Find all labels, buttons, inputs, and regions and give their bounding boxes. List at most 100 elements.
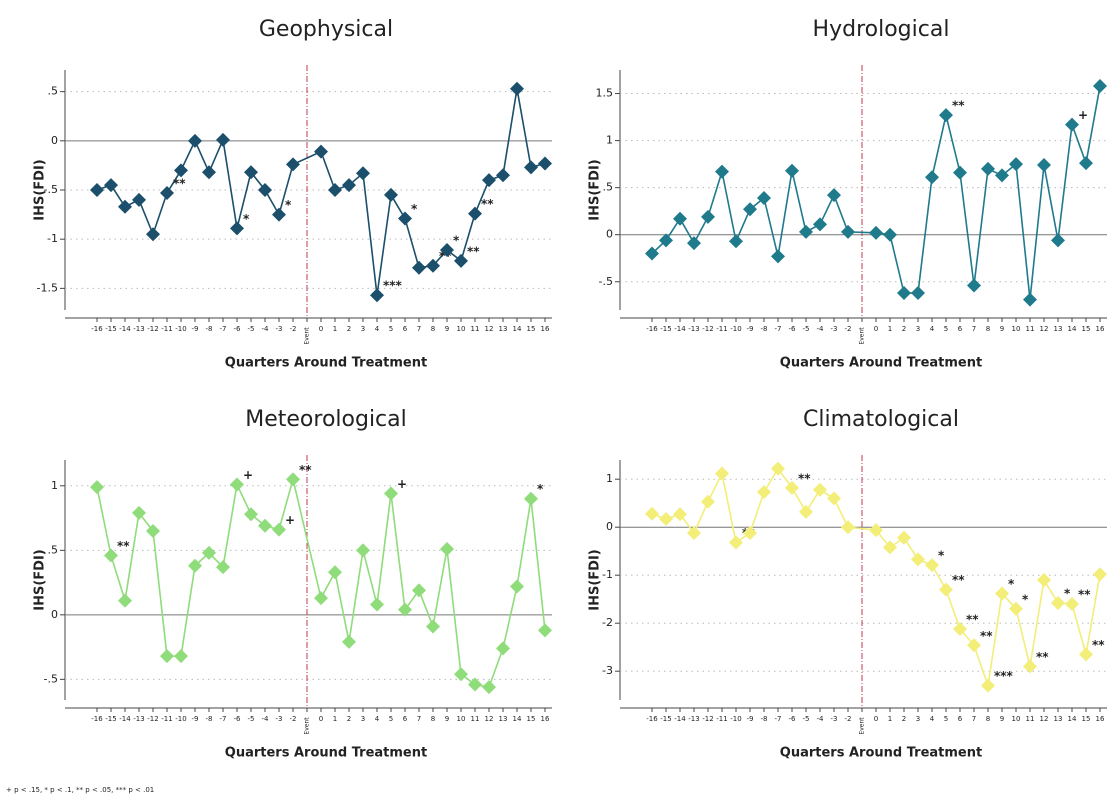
significance-label: + [285,513,295,527]
x-tick-label: 15 [527,325,536,333]
x-tick-label: -14 [674,715,686,723]
x-tick-label: 10 [457,325,466,333]
x-tick-label: 15 [1082,325,1091,333]
x-axis-label: Quarters Around Treatment [780,746,982,761]
significance-label: * [537,482,544,496]
point [869,225,883,240]
point [925,170,939,185]
x-tick-label: -12 [147,715,158,723]
point [967,638,981,653]
point [841,224,855,239]
point [1065,597,1079,611]
point [939,582,953,597]
x-tick-label: -12 [702,715,713,723]
x-tick-label: 3 [361,715,365,723]
point [314,591,328,606]
x-tick-label: 0 [874,715,878,723]
point [468,677,482,692]
point [146,227,160,242]
x-tick-label: 14 [513,325,522,333]
y-tick-label: -1 [47,232,58,245]
point [454,253,468,268]
x-tick-label: 11 [471,325,480,333]
point [384,187,398,202]
x-tick-label: 15 [527,715,536,723]
x-tick-label: -6 [234,715,242,723]
x-tick-label: -4 [817,715,825,723]
x-tick-label: 4 [930,325,935,333]
x-tick-label: -16 [646,325,658,333]
point [510,579,524,594]
chart-title: Climatological [803,407,959,432]
point [398,602,412,617]
x-tick-label: 7 [972,715,976,723]
x-tick-label: -16 [91,715,103,723]
x-tick-label: 6 [958,715,963,723]
x-tick-label: -6 [789,715,797,723]
x-tick-label: -16 [646,715,658,723]
point [412,260,426,275]
point [216,132,230,147]
point [1023,659,1037,674]
significance-label: ** [1078,588,1091,602]
x-tick-label: 4 [375,715,380,723]
y-tick-label: .5 [48,85,59,98]
y-tick-label: -3 [602,664,613,677]
point [869,523,883,538]
point [272,207,286,222]
x-tick-label: 11 [1026,325,1035,333]
point [897,530,911,545]
point [90,480,104,495]
point [160,649,174,664]
point [841,520,855,535]
point [370,597,384,612]
y-tick-label: 1 [606,134,613,147]
x-tick-label: 9 [445,325,449,333]
significance-label: + [397,477,407,491]
point [244,165,258,180]
point [785,480,799,495]
point [286,157,300,172]
chart-panel: Hydrological IHS(FDI) Quarters Around Trea… [588,17,1107,371]
x-tick-label: -5 [248,715,255,723]
x-tick-label: 9 [1000,715,1004,723]
x-tick-label: -2 [845,715,852,723]
point [911,552,925,567]
significance-label: * [938,549,945,563]
y-tick-label: -.5 [44,672,58,685]
y-axis-label: IHS(FDI) [588,159,603,220]
point [827,188,841,203]
point [146,523,160,538]
x-tick-label: 5 [944,715,948,723]
x-tick-label: 7 [417,325,421,333]
x-tick-label: 3 [916,325,920,333]
point [118,593,132,608]
y-tick-label: .5 [48,543,59,556]
y-tick-label: -1.5 [37,281,58,294]
point [1065,117,1079,132]
x-tick-label: -3 [276,715,283,723]
x-tick-label: -13 [688,325,699,333]
x-tick-label: -12 [147,325,158,333]
x-tick-label: -13 [133,325,144,333]
point [342,634,356,649]
point [673,507,687,522]
y-tick-label: 1 [51,479,58,492]
x-tick-label: 13 [1054,715,1063,723]
significance-label: ** [798,471,811,485]
x-tick-label: -4 [262,325,270,333]
point [1023,292,1037,307]
point [757,191,771,205]
x-tick-label: -14 [674,325,686,333]
y-tick-label: 0 [51,608,58,621]
x-tick-label: -7 [220,715,227,723]
point [799,504,813,519]
x-tick-label: -11 [716,715,727,723]
x-tick-label: 8 [986,325,990,333]
point [1079,647,1093,662]
x-tick-label: -7 [775,325,782,333]
point [328,565,342,580]
event-label: Event [304,327,311,345]
x-tick-label: -15 [660,715,671,723]
x-tick-label: 2 [902,325,906,333]
